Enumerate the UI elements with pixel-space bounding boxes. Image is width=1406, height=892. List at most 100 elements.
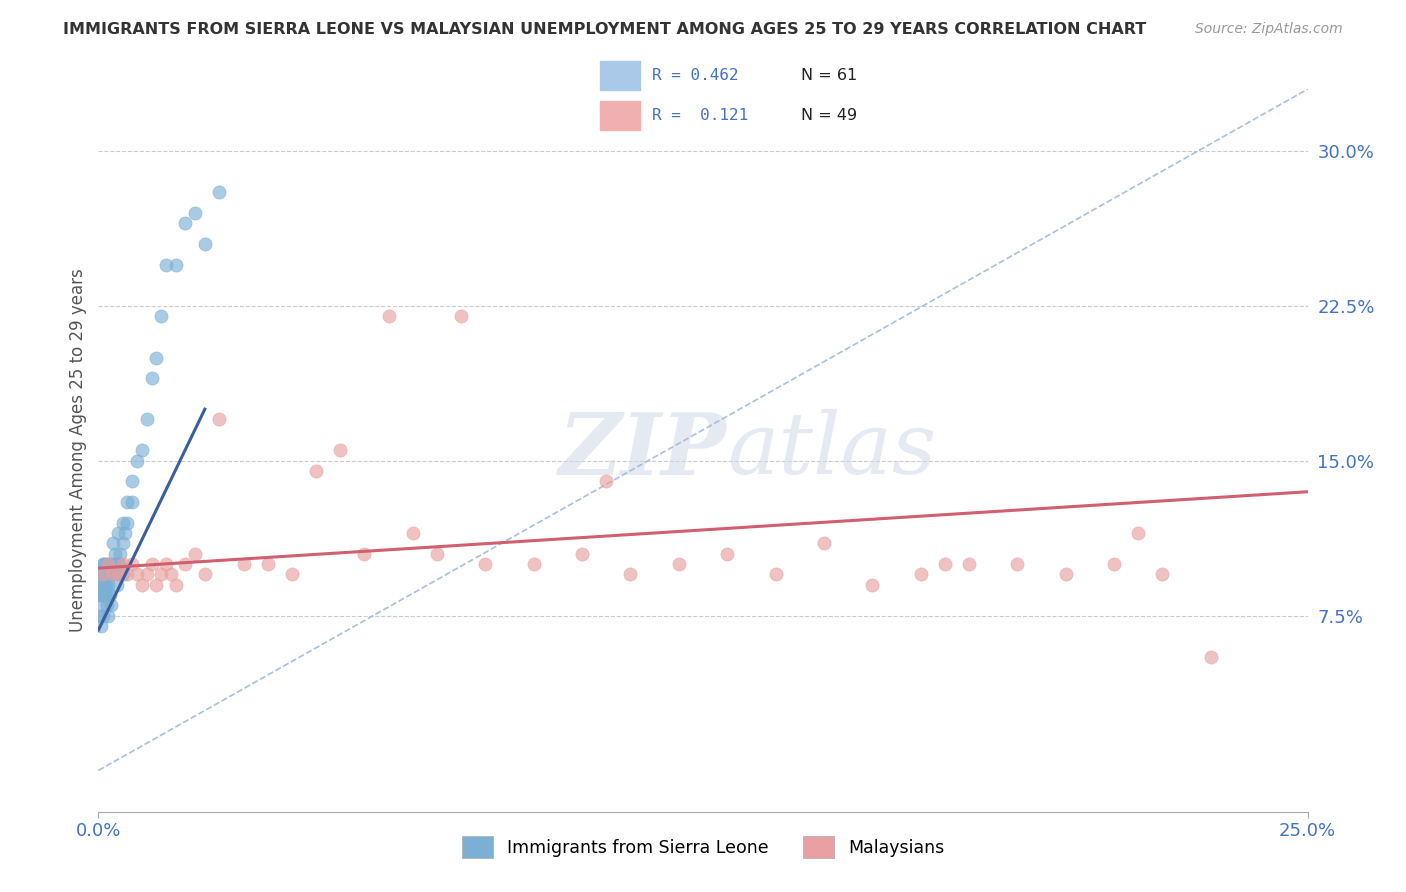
Point: [141, 371, 163, 385]
Bar: [600, 101, 640, 130]
Point: [765, 567, 787, 582]
Point: [208, 412, 231, 426]
Point: [150, 310, 173, 324]
Point: [131, 443, 153, 458]
Point: [813, 536, 835, 550]
Point: [101, 557, 124, 571]
Point: [450, 310, 472, 324]
Text: ZIP: ZIP: [560, 409, 727, 492]
Point: [668, 557, 690, 571]
Point: [91, 608, 114, 623]
Point: [934, 557, 956, 571]
Point: [910, 567, 932, 582]
Point: [155, 557, 177, 571]
Point: [127, 567, 149, 582]
Point: [97, 557, 120, 571]
Point: [98, 567, 121, 582]
Point: [194, 237, 217, 252]
Point: [96, 588, 118, 602]
Point: [716, 547, 738, 561]
Point: [1199, 649, 1222, 664]
Text: N = 49: N = 49: [801, 108, 858, 123]
Point: [90, 567, 112, 582]
Point: [91, 567, 114, 582]
Point: [94, 577, 117, 591]
Point: [860, 577, 883, 591]
Point: [103, 557, 125, 571]
Point: [96, 567, 118, 582]
Point: [127, 454, 149, 468]
Bar: [600, 62, 640, 90]
Point: [93, 567, 115, 582]
Point: [1007, 557, 1029, 571]
Point: [91, 567, 114, 582]
Point: [329, 443, 352, 458]
Point: [107, 557, 129, 571]
Point: [184, 547, 207, 561]
Point: [90, 619, 112, 633]
Point: [121, 475, 143, 489]
Point: [1054, 567, 1077, 582]
Point: [89, 588, 111, 602]
Point: [91, 588, 114, 602]
Point: [208, 186, 231, 200]
Point: [150, 567, 173, 582]
Point: [474, 557, 496, 571]
Point: [1152, 567, 1174, 582]
Point: [155, 258, 177, 272]
Point: [90, 599, 112, 613]
Point: [1128, 526, 1150, 541]
Point: [97, 608, 120, 623]
Legend: Immigrants from Sierra Leone, Malaysians: Immigrants from Sierra Leone, Malaysians: [454, 830, 952, 864]
Point: [101, 567, 124, 582]
Point: [305, 464, 328, 478]
Point: [101, 567, 124, 582]
Point: [184, 206, 207, 220]
Point: [94, 588, 117, 602]
Point: [571, 547, 593, 561]
Point: [523, 557, 546, 571]
Point: [353, 547, 375, 561]
Text: R = 0.462: R = 0.462: [652, 68, 740, 83]
Point: [174, 216, 197, 230]
Point: [111, 516, 134, 530]
Point: [121, 557, 143, 571]
Y-axis label: Unemployment Among Ages 25 to 29 years: Unemployment Among Ages 25 to 29 years: [69, 268, 87, 632]
Point: [174, 557, 197, 571]
Point: [104, 547, 127, 561]
Point: [96, 599, 118, 613]
Point: [89, 608, 111, 623]
Point: [107, 567, 129, 582]
Text: N = 61: N = 61: [801, 68, 858, 83]
Text: IMMIGRANTS FROM SIERRA LEONE VS MALAYSIAN UNEMPLOYMENT AMONG AGES 25 TO 29 YEARS: IMMIGRANTS FROM SIERRA LEONE VS MALAYSIA…: [63, 22, 1146, 37]
Point: [114, 526, 136, 541]
Point: [377, 310, 399, 324]
Point: [105, 577, 128, 591]
Point: [194, 567, 217, 582]
Point: [135, 412, 157, 426]
Point: [426, 547, 449, 561]
Point: [131, 577, 153, 591]
Text: R =  0.121: R = 0.121: [652, 108, 748, 123]
Point: [101, 536, 124, 550]
Point: [90, 577, 112, 591]
Point: [111, 557, 134, 571]
Point: [117, 516, 139, 530]
Point: [93, 557, 115, 571]
Point: [117, 495, 139, 509]
Point: [160, 567, 183, 582]
Point: [121, 495, 143, 509]
Point: [145, 577, 167, 591]
Point: [1102, 557, 1125, 571]
Point: [619, 567, 641, 582]
Text: atlas: atlas: [727, 409, 936, 491]
Point: [165, 577, 187, 591]
Point: [91, 588, 114, 602]
Point: [111, 567, 134, 582]
Point: [111, 536, 134, 550]
Point: [97, 577, 120, 591]
Point: [100, 567, 122, 582]
Text: Source: ZipAtlas.com: Source: ZipAtlas.com: [1195, 22, 1343, 37]
Point: [108, 547, 131, 561]
Point: [256, 557, 278, 571]
